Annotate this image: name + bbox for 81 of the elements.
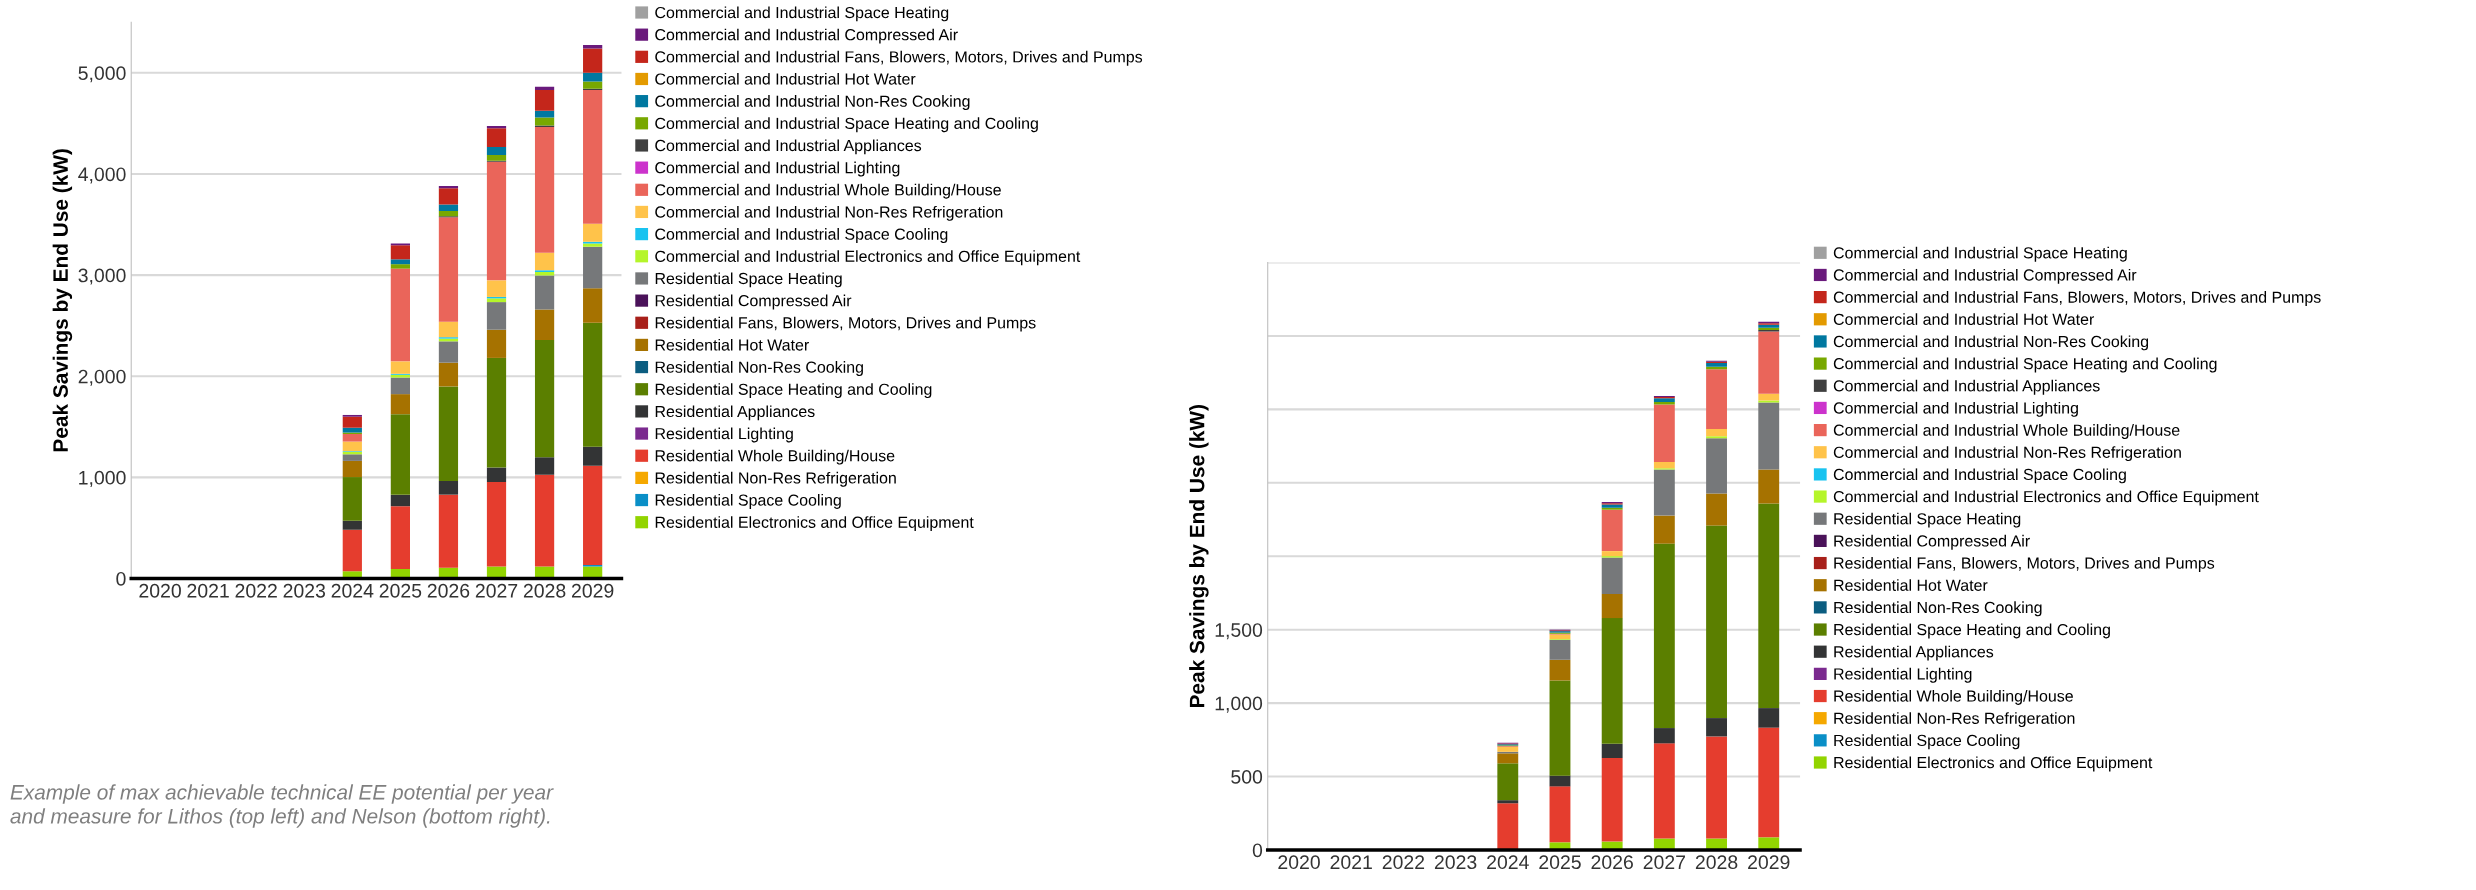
x-tick-label: 2029 xyxy=(1748,855,1790,870)
x-tick-label: 2028 xyxy=(1695,855,1738,870)
x-tick-label: 2028 xyxy=(523,583,566,598)
legend-label: Residential Compressed Air xyxy=(1834,534,2030,550)
legend-label: Commercial and Industrial Non-Res Cooking xyxy=(655,95,970,111)
legend-label: Commercial and Industrial Electronics and Office Equipment xyxy=(1833,490,2259,506)
legend-label: Commercial and Industrial Non-Res Refrigeration xyxy=(655,205,1003,221)
y-axis-title: Peak Savings by End Use (kW) xyxy=(52,149,73,452)
legend-label: Residential Non-Res Cooking xyxy=(1834,601,2042,617)
x-tick-label: 2020 xyxy=(139,583,181,598)
x-tick-label: 2025 xyxy=(1539,855,1581,870)
x-tick-label: 2029 xyxy=(571,583,614,598)
x-tick-label: 2023 xyxy=(283,583,326,598)
x-tick-label: 2021 xyxy=(1330,855,1372,870)
legend-label: Residential Fans, Blowers, Motors, Drives and Pumps xyxy=(1834,557,2215,572)
legend-label: Commercial and Industrial Lighting xyxy=(655,161,900,177)
legend-label: Residential Appliances xyxy=(655,405,815,421)
x-tick-label: 2027 xyxy=(475,583,518,598)
x-tick-label: 2027 xyxy=(1643,855,1686,870)
y-tick-label: 5,000 xyxy=(78,66,126,83)
legend-label: Residential Space Cooling xyxy=(1834,734,2020,750)
legend-label: Commercial and Industrial Space Cooling xyxy=(1833,468,2126,484)
x-tick-label: 2020 xyxy=(1278,855,1320,870)
x-tick-label: 2025 xyxy=(379,583,422,598)
legend-label: Residential Space Heating and Cooling xyxy=(1834,623,2110,639)
legend-label: Residential Lighting xyxy=(1834,667,1972,683)
legend-label: Commercial and Industrial Whole Building/House xyxy=(655,183,1001,199)
legend-label: Commercial and Industrial Non-Res Cooking xyxy=(1833,335,2149,351)
legend-label: Residential Appliances xyxy=(1834,645,1994,661)
legend-label: Commercial and Industrial Space Heating xyxy=(1833,246,2127,262)
x-tick-label: 2024 xyxy=(331,583,374,598)
y-tick-label: 0 xyxy=(116,571,126,586)
text: Example of max achievable technical EE potential per year and measure for Lithos (top left) and Nelson (bottom right). xyxy=(10,784,554,828)
legend-label: Commercial and Industrial Compressed Air xyxy=(655,28,958,44)
legend-label: Residential Whole Building/House xyxy=(1834,690,2073,705)
legend-label: Residential Non-Res Cooking xyxy=(655,361,863,376)
y-tick-label: 4,000 xyxy=(78,167,126,184)
legend-label: Residential Whole Building/House xyxy=(655,449,895,465)
legend-label: Residential Hot Water xyxy=(1834,579,1988,591)
legend-label: Commercial and Industrial Compressed Air xyxy=(1833,268,2137,284)
legend-label: Commercial and Industrial Fans, Blowers, Motors, Drives and Pumps xyxy=(655,50,1143,66)
legend-label: Commercial and Industrial Electronics and Office Equipment xyxy=(655,250,1081,266)
legend-label: Commercial and Industrial Space Heating xyxy=(655,6,949,22)
x-tick-label: 2022 xyxy=(235,583,277,598)
x-tick-label: 2023 xyxy=(1434,855,1477,870)
legend-label: Commercial and Industrial Appliances xyxy=(655,139,922,155)
legend-label: Residential Fans, Blowers, Motors, Drives and Pumps xyxy=(655,316,1036,332)
x-tick-label: 2022 xyxy=(1382,855,1425,870)
legend-label: Residential Hot Water xyxy=(655,338,809,351)
y-tick-label: 3,000 xyxy=(78,268,126,285)
legend-label: Commercial and Industrial Whole Building/House xyxy=(1833,424,2180,439)
y-axis-title: Peak Savings by End Use (kW) xyxy=(1189,405,1209,708)
legend-label: Commercial and Industrial Space Heating and Cooling xyxy=(1833,357,2217,373)
legend-label: Residential Space Heating xyxy=(655,272,842,288)
x-tick-label: 2021 xyxy=(187,583,229,598)
y-tick-label: 500 xyxy=(1231,769,1263,784)
x-tick-label: 2026 xyxy=(1591,855,1633,870)
legend-label: Commercial and Industrial Hot Water xyxy=(655,72,916,85)
y-tick-label: 1,000 xyxy=(79,470,126,487)
y-tick-label: 0 xyxy=(1252,843,1263,858)
x-tick-label: 2024 xyxy=(1487,855,1529,870)
legend-label: Commercial and Industrial Space Heating and Cooling xyxy=(655,117,1038,133)
legend-label: Residential Lighting xyxy=(655,427,793,443)
y-tick-label: 1,500 xyxy=(1215,623,1263,640)
legend-label: Residential Electronics and Office Equipment xyxy=(1834,756,2153,772)
legend-label: Commercial and Industrial Fans, Blowers, Motors, Drives and Pumps xyxy=(1833,291,2321,306)
legend-label: Residential Non-Res Refrigeration xyxy=(655,471,896,487)
legend-label: Residential Non-Res Refrigeration xyxy=(1834,712,2075,728)
legend-label: Commercial and Industrial Lighting xyxy=(1833,401,2078,417)
legend-label: Residential Compressed Air xyxy=(655,294,852,310)
y-tick-label: 2,000 xyxy=(78,369,126,386)
y-tick-label: 1,000 xyxy=(1215,696,1263,713)
x-tick-label: 2026 xyxy=(427,583,470,598)
legend-label: Residential Space Heating xyxy=(1834,512,2021,528)
legend-label: Commercial and Industrial Appliances xyxy=(1833,379,2100,395)
legend-label: Residential Electronics and Office Equipment xyxy=(655,516,974,532)
legend-label: Commercial and Industrial Space Cooling xyxy=(655,228,948,243)
legend-label: Residential Space Heating and Cooling xyxy=(655,383,932,399)
legend-label: Commercial and Industrial Non-Res Refrigeration xyxy=(1833,446,2181,462)
legend-label: Commercial and Industrial Hot Water xyxy=(1833,313,2095,325)
legend-label: Residential Space Cooling xyxy=(655,494,841,509)
